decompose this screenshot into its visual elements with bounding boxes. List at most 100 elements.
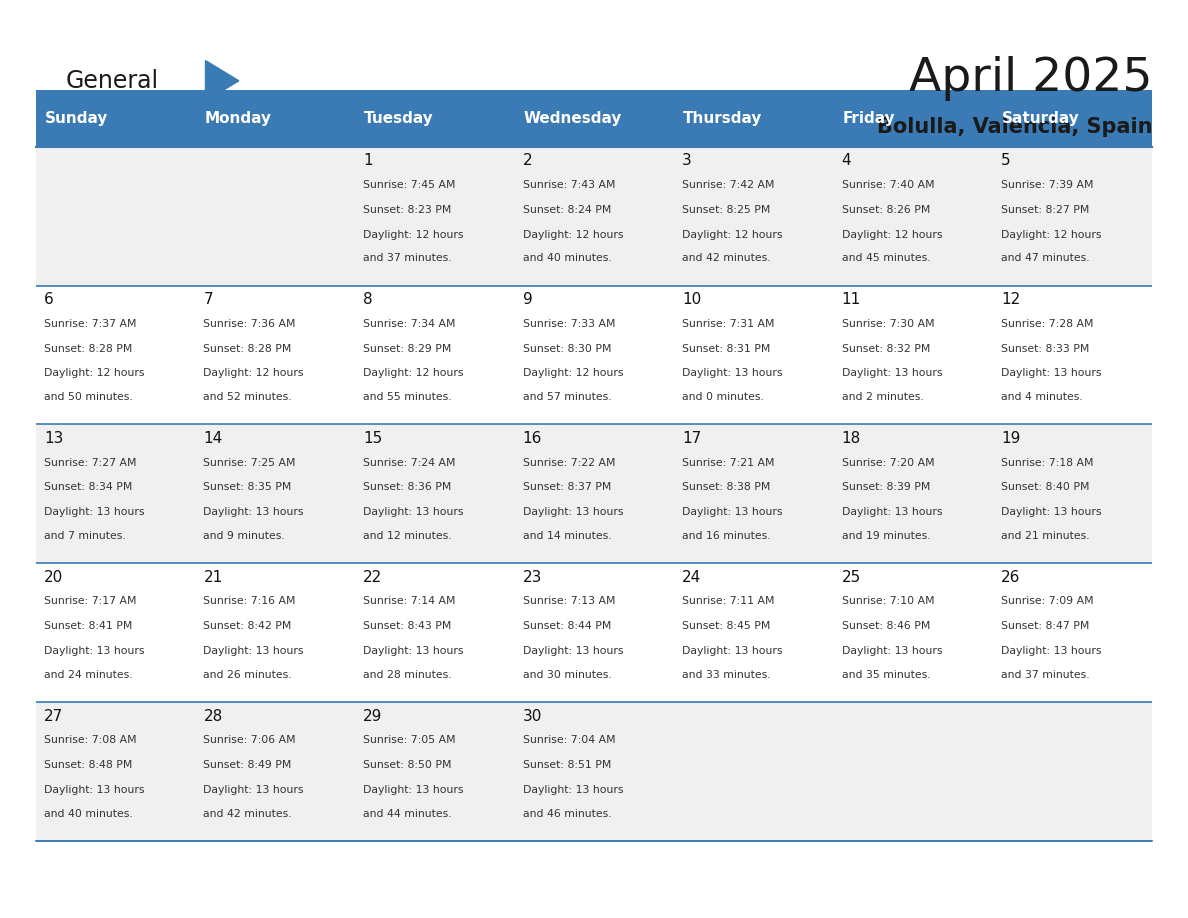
Text: 18: 18 xyxy=(841,431,861,446)
Text: Sunset: 8:25 PM: Sunset: 8:25 PM xyxy=(682,205,771,215)
Text: Daylight: 13 hours: Daylight: 13 hours xyxy=(203,646,304,655)
Bar xyxy=(833,424,993,564)
Text: and 37 minutes.: and 37 minutes. xyxy=(364,253,451,263)
Text: Daylight: 13 hours: Daylight: 13 hours xyxy=(44,646,145,655)
Text: 21: 21 xyxy=(203,570,222,585)
Text: 2: 2 xyxy=(523,153,532,168)
Text: Sunrise: 7:45 AM: Sunrise: 7:45 AM xyxy=(364,180,455,190)
Text: and 46 minutes.: and 46 minutes. xyxy=(523,809,611,819)
Text: 5: 5 xyxy=(1001,153,1011,168)
Polygon shape xyxy=(206,61,239,101)
Text: 28: 28 xyxy=(203,709,222,723)
Text: and 21 minutes.: and 21 minutes. xyxy=(1001,531,1089,541)
Text: Sunrise: 7:10 AM: Sunrise: 7:10 AM xyxy=(841,597,934,606)
Text: Sunrise: 7:20 AM: Sunrise: 7:20 AM xyxy=(841,457,934,467)
Text: and 35 minutes.: and 35 minutes. xyxy=(841,670,930,679)
Text: Sunset: 8:45 PM: Sunset: 8:45 PM xyxy=(682,621,771,631)
Text: Sunset: 8:43 PM: Sunset: 8:43 PM xyxy=(364,621,451,631)
Bar xyxy=(993,702,1152,841)
Bar xyxy=(993,147,1152,285)
Text: Sunset: 8:23 PM: Sunset: 8:23 PM xyxy=(364,205,451,215)
Text: Sunrise: 7:11 AM: Sunrise: 7:11 AM xyxy=(682,597,775,606)
Text: Sunset: 8:38 PM: Sunset: 8:38 PM xyxy=(682,482,771,492)
Text: and 19 minutes.: and 19 minutes. xyxy=(841,531,930,541)
Text: and 37 minutes.: and 37 minutes. xyxy=(1001,670,1089,679)
Text: Sunrise: 7:08 AM: Sunrise: 7:08 AM xyxy=(44,735,137,745)
Bar xyxy=(36,702,195,841)
Text: and 7 minutes.: and 7 minutes. xyxy=(44,531,126,541)
Text: Sunset: 8:31 PM: Sunset: 8:31 PM xyxy=(682,343,771,353)
Bar xyxy=(36,285,195,424)
Text: 25: 25 xyxy=(841,570,861,585)
Text: Sunrise: 7:39 AM: Sunrise: 7:39 AM xyxy=(1001,180,1094,190)
Text: Sunset: 8:40 PM: Sunset: 8:40 PM xyxy=(1001,482,1089,492)
Text: Sunset: 8:35 PM: Sunset: 8:35 PM xyxy=(203,482,292,492)
Text: 11: 11 xyxy=(841,292,861,308)
Text: Sunrise: 7:09 AM: Sunrise: 7:09 AM xyxy=(1001,597,1094,606)
Text: Sunset: 8:42 PM: Sunset: 8:42 PM xyxy=(203,621,292,631)
Text: 30: 30 xyxy=(523,709,542,723)
Text: and 42 minutes.: and 42 minutes. xyxy=(682,253,771,263)
Text: 15: 15 xyxy=(364,431,383,446)
Text: Sunrise: 7:28 AM: Sunrise: 7:28 AM xyxy=(1001,319,1094,329)
Text: and 14 minutes.: and 14 minutes. xyxy=(523,531,611,541)
Text: Sunset: 8:41 PM: Sunset: 8:41 PM xyxy=(44,621,132,631)
Bar xyxy=(195,702,355,841)
Text: Blue: Blue xyxy=(182,100,241,124)
Text: Sunset: 8:39 PM: Sunset: 8:39 PM xyxy=(841,482,930,492)
Text: Sunrise: 7:33 AM: Sunrise: 7:33 AM xyxy=(523,319,615,329)
Bar xyxy=(993,424,1152,564)
Text: Daylight: 12 hours: Daylight: 12 hours xyxy=(203,368,304,378)
Text: Sunset: 8:32 PM: Sunset: 8:32 PM xyxy=(841,343,930,353)
Text: Daylight: 13 hours: Daylight: 13 hours xyxy=(682,368,783,378)
Text: Daylight: 13 hours: Daylight: 13 hours xyxy=(203,507,304,517)
Bar xyxy=(355,702,514,841)
Text: and 28 minutes.: and 28 minutes. xyxy=(364,670,451,679)
Text: Daylight: 13 hours: Daylight: 13 hours xyxy=(682,507,783,517)
Bar xyxy=(195,285,355,424)
Text: and 0 minutes.: and 0 minutes. xyxy=(682,392,764,402)
Text: Sunset: 8:24 PM: Sunset: 8:24 PM xyxy=(523,205,611,215)
Text: General: General xyxy=(65,69,158,93)
Bar xyxy=(355,424,514,564)
Text: Sunset: 8:28 PM: Sunset: 8:28 PM xyxy=(203,343,292,353)
Text: Sunset: 8:37 PM: Sunset: 8:37 PM xyxy=(523,482,611,492)
Text: and 12 minutes.: and 12 minutes. xyxy=(364,531,451,541)
Bar xyxy=(833,564,993,702)
Text: Daylight: 13 hours: Daylight: 13 hours xyxy=(1001,507,1101,517)
Text: 1: 1 xyxy=(364,153,373,168)
Text: Sunset: 8:46 PM: Sunset: 8:46 PM xyxy=(841,621,930,631)
Text: Sunrise: 7:05 AM: Sunrise: 7:05 AM xyxy=(364,735,456,745)
Text: Saturday: Saturday xyxy=(1003,111,1080,126)
Text: Sunset: 8:51 PM: Sunset: 8:51 PM xyxy=(523,760,611,770)
Text: Sunday: Sunday xyxy=(45,111,108,126)
Bar xyxy=(674,147,833,285)
Text: Daylight: 13 hours: Daylight: 13 hours xyxy=(841,507,942,517)
Text: Daylight: 13 hours: Daylight: 13 hours xyxy=(364,785,463,795)
Text: Daylight: 13 hours: Daylight: 13 hours xyxy=(523,507,623,517)
Text: Sunrise: 7:16 AM: Sunrise: 7:16 AM xyxy=(203,597,296,606)
Bar xyxy=(514,147,674,285)
Bar xyxy=(195,424,355,564)
Text: Sunset: 8:36 PM: Sunset: 8:36 PM xyxy=(364,482,451,492)
Text: and 4 minutes.: and 4 minutes. xyxy=(1001,392,1083,402)
Text: and 55 minutes.: and 55 minutes. xyxy=(364,392,451,402)
Text: Sunrise: 7:40 AM: Sunrise: 7:40 AM xyxy=(841,180,934,190)
Bar xyxy=(514,424,674,564)
Text: and 42 minutes.: and 42 minutes. xyxy=(203,809,292,819)
Text: 12: 12 xyxy=(1001,292,1020,308)
Text: 19: 19 xyxy=(1001,431,1020,446)
Text: Sunset: 8:29 PM: Sunset: 8:29 PM xyxy=(364,343,451,353)
Text: Daylight: 12 hours: Daylight: 12 hours xyxy=(841,230,942,240)
Text: and 30 minutes.: and 30 minutes. xyxy=(523,670,612,679)
Bar xyxy=(833,285,993,424)
Text: 24: 24 xyxy=(682,570,701,585)
Text: 13: 13 xyxy=(44,431,63,446)
Text: 10: 10 xyxy=(682,292,701,308)
Text: Daylight: 13 hours: Daylight: 13 hours xyxy=(1001,368,1101,378)
Text: Daylight: 13 hours: Daylight: 13 hours xyxy=(841,368,942,378)
Text: and 47 minutes.: and 47 minutes. xyxy=(1001,253,1089,263)
Text: Sunset: 8:34 PM: Sunset: 8:34 PM xyxy=(44,482,132,492)
Text: and 50 minutes.: and 50 minutes. xyxy=(44,392,133,402)
Text: 6: 6 xyxy=(44,292,53,308)
